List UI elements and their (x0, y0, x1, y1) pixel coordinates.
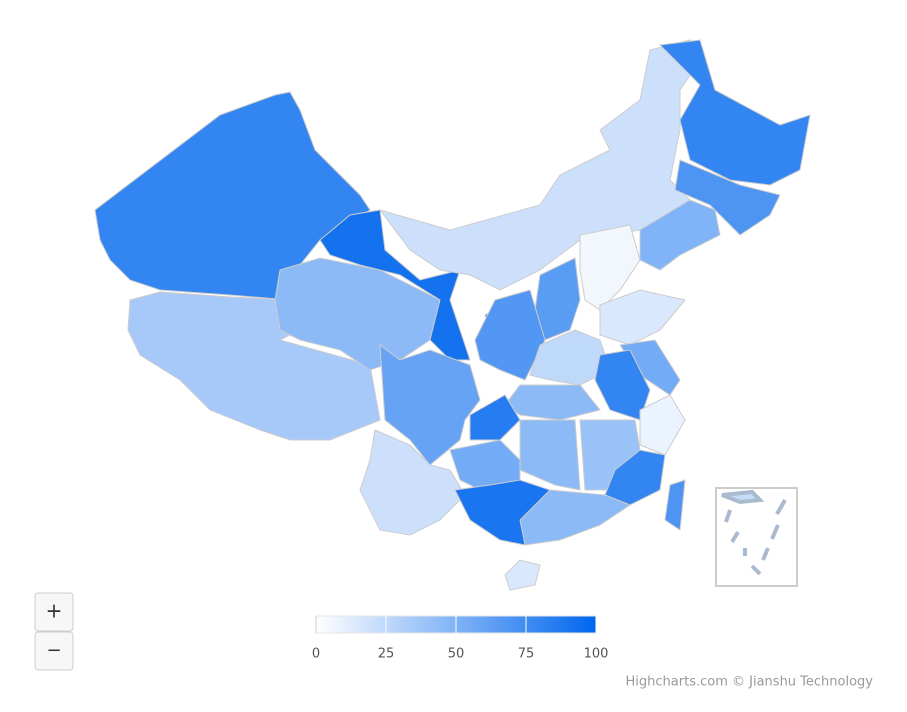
region (658, 39, 811, 186)
axis-tick-label: 50 (448, 647, 465, 662)
region (674, 159, 781, 236)
region (319, 209, 471, 361)
credits: Highcharts.com © Jianshu Technology (626, 675, 874, 690)
region (599, 289, 686, 346)
region (359, 429, 466, 536)
region (664, 479, 686, 531)
zoom-in-label[interactable]: + (46, 599, 63, 623)
zoom-out-label[interactable]: − (46, 640, 61, 661)
region (519, 419, 581, 491)
inset-islands (721, 489, 787, 576)
region (469, 394, 521, 441)
zoom-out-button[interactable]: − (34, 631, 74, 671)
region (454, 479, 551, 546)
region (579, 224, 641, 311)
axis-tick-label: 100 (584, 647, 609, 662)
region (474, 289, 546, 381)
axis-tick-label: 0 (312, 647, 320, 662)
regions (94, 39, 811, 591)
color-axis-ticks: 0 25 50 75 100 (312, 616, 609, 662)
region (639, 199, 721, 271)
axis-tick-label: 25 (378, 647, 395, 662)
inset-box (715, 487, 798, 587)
zoom-out-box[interactable] (34, 631, 74, 671)
region (504, 384, 601, 421)
zoom-in-box[interactable] (34, 592, 74, 632)
axis-tick-label: 75 (518, 647, 535, 662)
zoom-in-button[interactable]: + (34, 592, 74, 632)
region (379, 343, 481, 466)
region (639, 394, 686, 456)
region (504, 559, 541, 591)
region (127, 291, 381, 441)
